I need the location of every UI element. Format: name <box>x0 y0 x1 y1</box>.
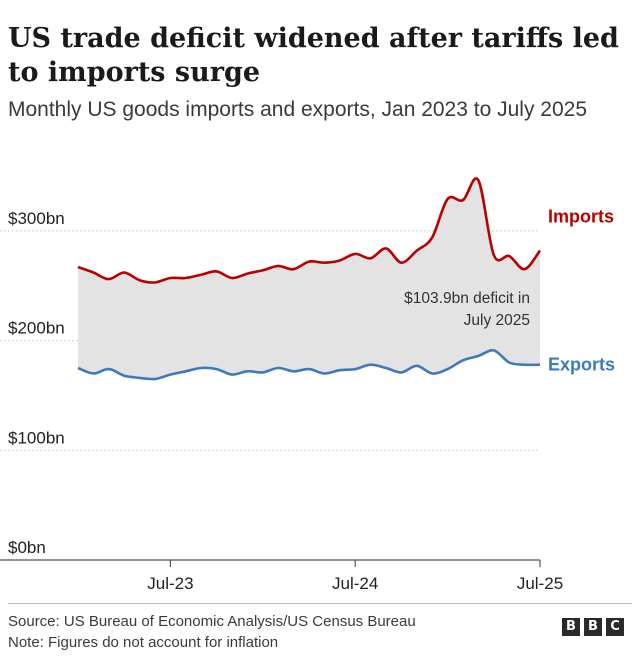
bbc-logo: B B C <box>562 618 624 636</box>
imports-line <box>77 177 542 284</box>
exports-line <box>77 348 541 381</box>
source-note: Source: US Bureau of Economic Analysis/U… <box>8 613 416 630</box>
deficit-area <box>78 178 540 380</box>
y-tick-label: $300bn <box>8 209 65 228</box>
trade-line-chart: $0bn $100bn $200bn $300bn Jul-23 Jul-24 Jul-25… <box>0 177 615 593</box>
exports-label: Exports <box>548 355 615 375</box>
x-tick-label: Jul-25 <box>517 574 563 593</box>
y-tick-label: $200bn <box>8 319 65 338</box>
x-tick-label: Jul-23 <box>147 574 193 593</box>
bbc-logo-letter: B <box>584 618 602 636</box>
x-tick-label: Jul-24 <box>332 574 378 593</box>
chart-title: US trade deficit widened after tariffs l… <box>8 23 619 88</box>
y-tick-label: $0bn <box>8 538 46 557</box>
footer-divider <box>8 603 632 604</box>
deficit-annotation: July 2025 <box>464 312 530 329</box>
imports-label: Imports <box>548 207 614 227</box>
chart-subtitle: Monthly US goods imports and exports, Ja… <box>8 98 587 121</box>
bbc-logo-letter: C <box>606 618 624 636</box>
deficit-annotation: $103.9bn deficit in <box>404 290 530 307</box>
bbc-logo-letter: B <box>562 618 580 636</box>
y-tick-label: $100bn <box>8 428 65 447</box>
inflation-note: Note: Figures do not account for inflati… <box>8 634 279 651</box>
